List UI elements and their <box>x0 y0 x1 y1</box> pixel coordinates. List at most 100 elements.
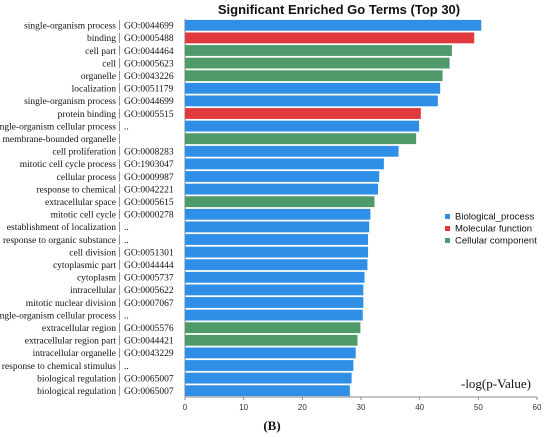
bar <box>185 19 482 31</box>
category-term-label: cell part <box>85 47 116 57</box>
category-term-label: cytoplasm <box>77 274 117 284</box>
category-go-id-label: GO:0005615 <box>124 198 174 208</box>
category-term-label: cellular process <box>57 173 117 183</box>
category-go-id-label: GO:0043226 <box>124 72 174 82</box>
category-term-label: biological regulation <box>37 374 116 384</box>
bar <box>185 234 369 245</box>
category-go-id-label: GO:0042221 <box>124 185 174 195</box>
category-term-label: extracellular space <box>45 198 116 208</box>
bar <box>185 45 452 56</box>
category-term-label: biological regulation <box>37 387 116 397</box>
category-go-id-label: .. <box>124 362 129 372</box>
legend-label: Biological_process <box>455 212 534 223</box>
category-term-label: cell proliferation <box>52 147 116 158</box>
bar <box>185 158 384 170</box>
category-go-id-label: .. <box>124 223 129 233</box>
category-go-id-label: GO:0005623 <box>124 59 174 69</box>
category-term-label: cellular response to chemical stimulus <box>0 362 116 372</box>
x-tick-label: 50 <box>474 403 483 412</box>
category-go-id-label: GO:0065007 <box>124 374 174 384</box>
category-go-id-label: GO:0051179 <box>124 85 174 95</box>
category-go-id-label: GO:0044421 <box>124 337 174 347</box>
bar <box>185 70 443 82</box>
bar <box>185 120 420 132</box>
legend-label: Cellular component <box>455 236 537 247</box>
category-go-id-label: GO:0005737 <box>124 274 174 284</box>
legend-label: Molecular function <box>455 224 532 235</box>
bar <box>185 171 380 182</box>
bar <box>185 284 364 296</box>
category-term-label: response to chemical <box>36 185 116 195</box>
category-term-label: membrane-bounded organelle <box>2 135 116 145</box>
category-term-label: extracellular region <box>42 324 116 334</box>
category-go-id-label: GO:0005576 <box>124 324 174 334</box>
category-term-label: mitotic cell cycle <box>51 211 116 221</box>
bar-group <box>185 19 482 397</box>
x-tick-label: 20 <box>298 403 307 412</box>
category-term-label: establishment of localization <box>7 222 116 233</box>
category-term-label: protein binding <box>58 110 117 120</box>
bar <box>185 221 370 233</box>
category-term-label: single-organism process <box>24 97 116 107</box>
legend-swatch <box>445 238 450 243</box>
category-term-label: single-organism cellular process <box>0 311 116 321</box>
category-term-label: intracellular organelle <box>33 349 116 359</box>
category-term-label: cytoplasmic part <box>53 261 116 271</box>
bar <box>185 95 438 107</box>
category-go-id-label: GO:0051301 <box>124 248 174 258</box>
bar <box>185 82 441 94</box>
category-term-label: mitotic cell cycle process <box>20 160 117 170</box>
x-tick-label: 30 <box>357 403 366 412</box>
x-tick-label: 60 <box>533 403 542 412</box>
category-term-label: intracellular <box>70 286 117 296</box>
category-go-id-label: GO:0008283 <box>124 148 174 158</box>
legend-swatch <box>445 214 450 219</box>
category-go-id-label: GO:1903047 <box>124 160 174 170</box>
bar <box>185 183 379 195</box>
category-go-id-label: GO:0065007 <box>124 387 174 397</box>
category-go-id-label: GO:0044699 <box>124 97 174 107</box>
legend-swatch <box>445 226 450 231</box>
category-go-id-label: GO:0009987 <box>124 173 174 183</box>
category-term-label: organelle <box>81 72 116 82</box>
category-term-label: cell <box>102 59 116 69</box>
category-go-id-label: GO:0005622 <box>124 286 174 296</box>
bar <box>185 322 361 334</box>
category-term-label: single-organism cellular process <box>0 122 116 132</box>
category-go-id-label: .. <box>124 236 129 246</box>
category-term-label: cell division <box>69 248 116 258</box>
figure-caption: (B) <box>263 418 280 433</box>
bar <box>185 297 364 308</box>
category-labels: single-organism process GO:0044699 binding… <box>0 20 174 397</box>
bar <box>185 32 475 44</box>
x-axis: 0 10 20 30 40 50 60 <box>183 396 542 412</box>
category-go-id-label: GO:0005515 <box>124 110 174 120</box>
bar <box>185 271 365 283</box>
category-go-id-label: GO:0043229 <box>124 349 174 359</box>
category-term-label: mitotic nuclear division <box>26 299 116 309</box>
bar <box>185 372 352 384</box>
category-term-label: binding <box>87 34 116 44</box>
bar <box>185 57 450 69</box>
bar <box>185 347 356 359</box>
category-go-id-label: GO:0005488 <box>124 34 174 44</box>
category-go-id-label: GO:0007067 <box>124 299 174 309</box>
category-go-id-label: GO:0000278 <box>124 211 174 221</box>
bar <box>185 246 369 258</box>
bar <box>185 133 417 145</box>
bar <box>185 334 358 346</box>
x-tick-label: 10 <box>239 403 248 412</box>
category-go-id-label: GO:0044464 <box>124 47 174 57</box>
x-tick-label: 40 <box>415 403 424 412</box>
bar <box>185 259 368 271</box>
bar <box>185 108 421 119</box>
category-term-label: response to organic substance <box>3 236 116 246</box>
category-go-id-label: .. <box>124 311 129 321</box>
category-term-label: single-organism process <box>24 22 116 32</box>
chart-title: Significant Enriched Go Terms (Top 30) <box>218 2 460 17</box>
bar <box>185 196 375 208</box>
bar <box>185 208 371 220</box>
x-axis-label: -log(p-Value) <box>461 376 531 391</box>
